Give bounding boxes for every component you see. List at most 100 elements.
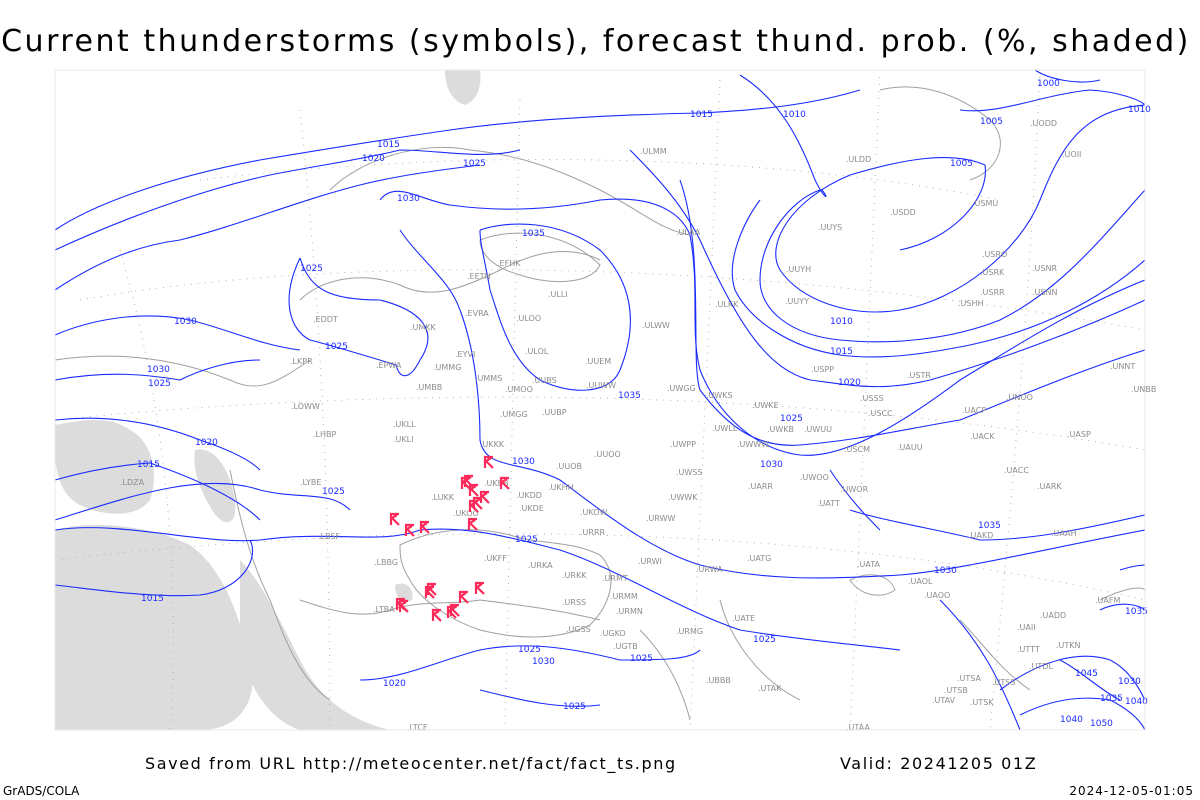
station-label: .URWI — [638, 557, 662, 566]
isobar-line — [379, 190, 1146, 456]
generated-timestamp: 2024-12-05-01:05 — [1069, 784, 1194, 798]
isobar-label: 1020 — [195, 438, 218, 448]
isobar-label: 1025 — [563, 702, 586, 712]
station-label: .UATT — [817, 499, 840, 508]
isobar-label: 1030 — [532, 657, 555, 667]
station-label: .ULOL — [525, 347, 549, 356]
station-label: .USDD — [890, 208, 916, 217]
coastline — [959, 619, 1031, 691]
thunderstorm-symbol-icon — [499, 476, 510, 490]
isobar-line — [759, 189, 1146, 343]
isobar-label: 1040 — [1060, 715, 1083, 725]
thunderstorm-symbol-icon — [468, 483, 479, 497]
isobar-line — [288, 257, 429, 377]
isobar-label: 1025 — [753, 635, 776, 645]
isobar-label: 1020 — [383, 679, 406, 689]
isobar-label: 1015 — [690, 110, 713, 120]
station-label: .UKHH — [548, 483, 574, 492]
isobar-line — [359, 645, 701, 681]
station-label: .UTAA — [846, 723, 870, 732]
station-label: .UKLL — [393, 420, 416, 429]
coastline — [399, 529, 612, 638]
station-label: .UARK — [1037, 482, 1062, 491]
isobar-line — [1059, 659, 1121, 701]
graticule-line — [54, 396, 1146, 451]
isobar-label: 1030 — [397, 194, 420, 204]
station-label: .UATE — [732, 614, 755, 623]
isobar-label: 1020 — [838, 378, 861, 388]
coastline — [299, 251, 601, 301]
isobar-label: 1025 — [515, 535, 538, 545]
thunderstorm-symbol-icon — [458, 590, 469, 604]
station-label: .ULDD — [846, 155, 871, 164]
station-label: .USCC — [868, 409, 893, 418]
station-label: .UKOO — [453, 509, 479, 518]
coastline — [1099, 587, 1146, 601]
station-label: .UWKS — [706, 391, 733, 400]
thunderstorm-symbol-icon — [419, 520, 430, 534]
station-label: .UWUU — [804, 425, 832, 434]
station-label: .UWLL — [712, 424, 738, 433]
isobar-label: 1030 — [512, 457, 535, 467]
station-label: .UMMG — [433, 363, 461, 372]
station-label: .UWGG — [667, 384, 696, 393]
isobar-line — [54, 417, 261, 471]
coastline — [879, 86, 1001, 181]
station-label: .UMBB — [416, 383, 442, 392]
isobar-label: 1030 — [174, 317, 197, 327]
station-label: .EETN — [467, 272, 491, 281]
isobar-label: 1030 — [147, 365, 170, 375]
station-label: .URMG — [676, 627, 703, 636]
station-label: .UKFF — [484, 554, 507, 563]
station-label: .LUKK — [431, 493, 455, 502]
station-label: .EVRA — [465, 309, 489, 318]
station-label: .LYBE — [300, 478, 321, 487]
coastline — [479, 232, 601, 283]
station-label: .URRR — [580, 528, 606, 537]
station-label: .UKOW — [580, 508, 608, 517]
station-label: .UUYS — [818, 223, 842, 232]
probability-shade-area — [445, 70, 481, 105]
station-label: .URKK — [562, 571, 587, 580]
probability-shade-area — [194, 449, 236, 523]
isobar-label: 1005 — [980, 117, 1003, 127]
thunderstorm-symbol-icon — [474, 581, 485, 595]
isobar-line — [829, 469, 881, 531]
isobar-label: 1015 — [377, 140, 400, 150]
isobar-label: 1035 — [522, 229, 545, 239]
station-label: .UTTT — [1017, 645, 1040, 654]
graticule-line — [689, 79, 721, 731]
station-label: .UKLI — [393, 435, 413, 444]
isobar-line — [629, 149, 1146, 388]
isobar-line — [775, 104, 1146, 313]
station-label: .UACC — [1004, 466, 1029, 475]
isobar-label: 1000 — [1037, 79, 1060, 89]
isobar-line — [939, 599, 1021, 731]
coastline — [849, 574, 896, 596]
station-label: .URMM — [610, 592, 638, 601]
isobar-line — [54, 164, 481, 291]
station-label: .UAAH — [1051, 529, 1077, 538]
station-label: .UNNT — [1110, 362, 1135, 371]
coastline — [299, 599, 601, 621]
station-label: .UKDE — [519, 504, 544, 513]
station-label: .UAUU — [897, 443, 923, 452]
isobar-label: 1010 — [783, 110, 806, 120]
thunderstorm-symbol-icon — [395, 597, 406, 611]
saved-from-url: Saved from URL http://meteocenter.net/fa… — [145, 754, 677, 773]
station-label: .UUYY — [785, 297, 809, 306]
station-label: .UKKK — [480, 440, 505, 449]
probability-shade-area — [55, 525, 253, 730]
thunderstorm-probability-shading — [55, 70, 481, 730]
isobar-label: 1025 — [325, 342, 348, 352]
station-label: .URKA — [528, 561, 553, 570]
station-labels: .ULMM .ULAA .ULDD .UODD .UOII .USDD .USMU .UUYS… — [120, 119, 1156, 732]
isobar-label: 1025 — [322, 487, 345, 497]
isobar-line — [54, 359, 261, 381]
isobar-line — [54, 315, 301, 351]
station-label: .ULMM — [640, 147, 667, 156]
station-label: .UTSA — [957, 674, 982, 683]
station-label: .UODD — [1030, 119, 1057, 128]
isobar-line — [479, 223, 631, 391]
station-label: .UTAV — [932, 696, 956, 705]
